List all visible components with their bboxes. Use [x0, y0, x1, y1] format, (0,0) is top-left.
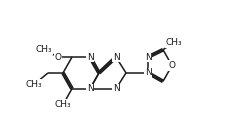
Text: N: N	[87, 53, 93, 62]
Text: CH₃: CH₃	[36, 45, 52, 54]
Text: N: N	[145, 53, 151, 62]
Text: CH₃: CH₃	[166, 38, 182, 47]
Text: N: N	[113, 53, 119, 62]
Text: CH₃: CH₃	[55, 100, 71, 109]
Text: N: N	[113, 84, 119, 93]
Text: N: N	[145, 68, 151, 77]
Text: O: O	[54, 53, 61, 62]
Text: O: O	[168, 61, 175, 70]
Text: N: N	[87, 84, 93, 93]
Text: CH₃: CH₃	[26, 80, 42, 89]
